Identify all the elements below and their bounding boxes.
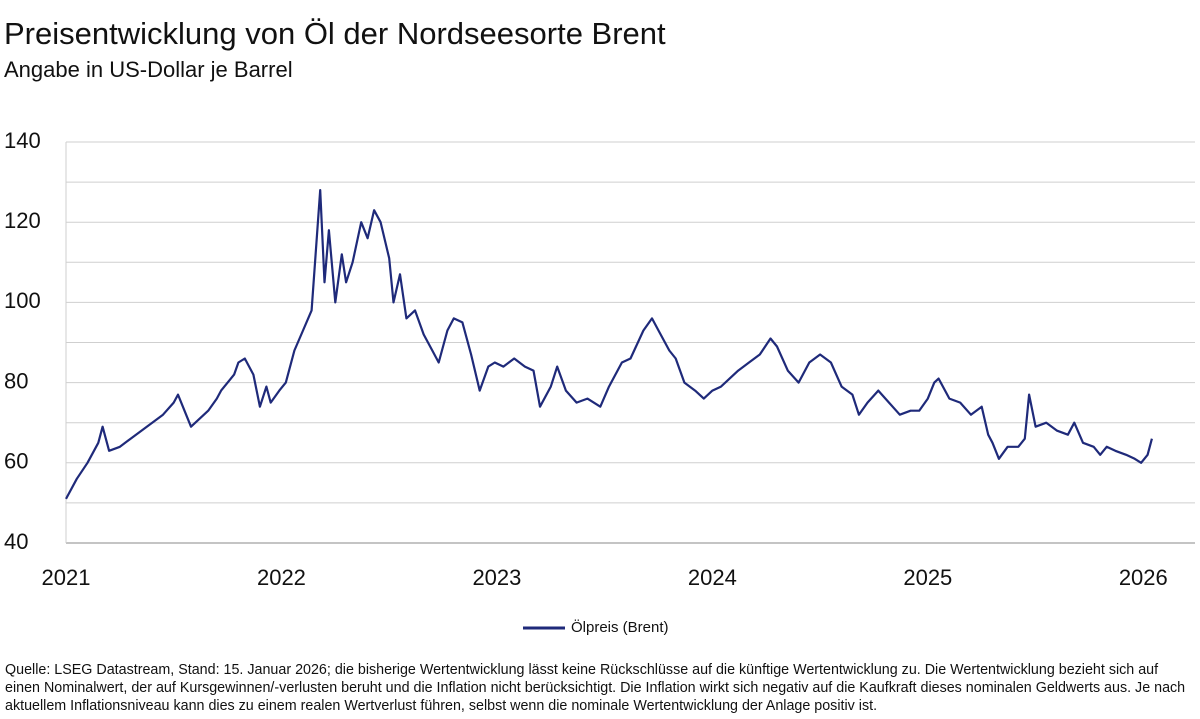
y-tick-label: 60 xyxy=(4,449,28,474)
x-tick-label: 2024 xyxy=(688,565,737,590)
x-tick-label: 2021 xyxy=(42,565,91,590)
chart: Preisentwicklung von Öl der Nordseesorte… xyxy=(4,16,1195,636)
x-tick-label: 2026 xyxy=(1119,565,1168,590)
source-note: Quelle: LSEG Datastream, Stand: 15. Janu… xyxy=(5,662,1186,714)
y-tick-label: 40 xyxy=(4,529,28,554)
x-tick-label: 2022 xyxy=(257,565,306,590)
legend-label: Ölpreis (Brent) xyxy=(571,618,669,636)
line-series xyxy=(65,189,1153,500)
y-tick-label: 80 xyxy=(4,368,28,393)
y-tick-label: 120 xyxy=(4,208,41,233)
y-tick-label: 100 xyxy=(4,288,41,313)
x-tick-label: 2025 xyxy=(903,565,952,590)
y-tick-label: 140 xyxy=(4,128,41,153)
chart-subtitle: Angabe in US-Dollar je Barrel xyxy=(4,57,293,82)
x-tick-label: 2023 xyxy=(472,565,521,590)
chart-title: Preisentwicklung von Öl der Nordseesorte… xyxy=(4,16,666,51)
